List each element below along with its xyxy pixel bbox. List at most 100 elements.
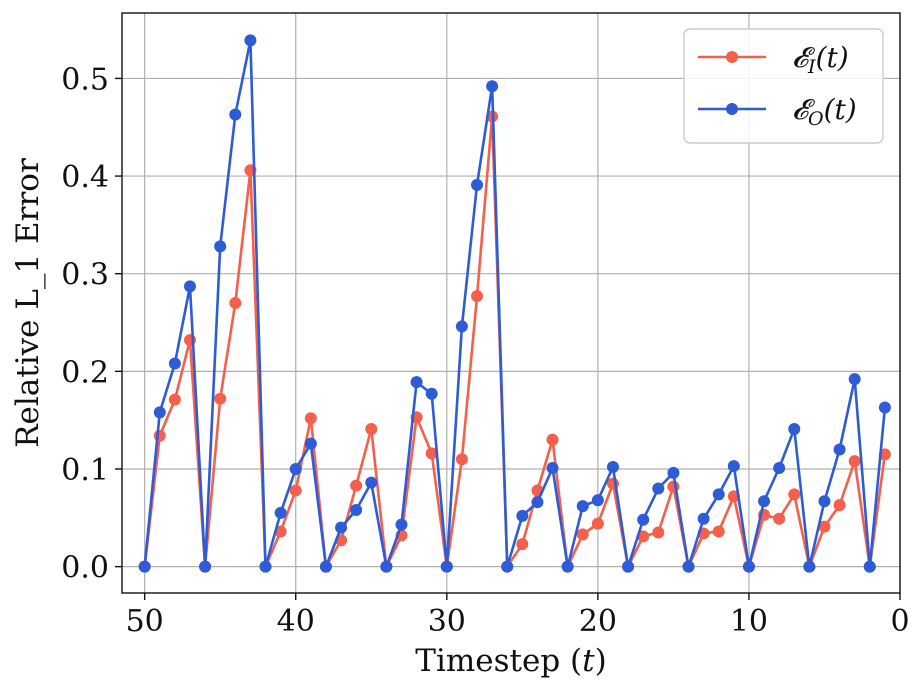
data-point bbox=[289, 462, 302, 475]
data-point bbox=[274, 506, 287, 519]
y-tick-label: 0.2 bbox=[61, 355, 109, 390]
data-point bbox=[199, 560, 212, 573]
data-point bbox=[471, 290, 484, 303]
data-point bbox=[516, 509, 529, 522]
data-point bbox=[350, 479, 363, 492]
data-point bbox=[712, 525, 725, 538]
data-point bbox=[788, 488, 801, 501]
data-point bbox=[335, 521, 348, 534]
y-axis-label: Relative L_1 Error bbox=[10, 158, 46, 448]
data-point bbox=[803, 560, 816, 573]
legend: 𝓔I(t) 𝓔O(t) bbox=[683, 28, 884, 144]
data-point bbox=[183, 280, 196, 293]
data-point bbox=[682, 560, 695, 573]
y-tick-label: 0.5 bbox=[61, 62, 109, 97]
data-point bbox=[848, 455, 861, 468]
data-point bbox=[591, 517, 604, 530]
data-point bbox=[531, 496, 544, 509]
legend-label: 𝓔O(t) bbox=[792, 93, 857, 130]
data-point bbox=[652, 482, 665, 495]
data-point bbox=[365, 422, 378, 435]
data-point bbox=[153, 406, 166, 419]
data-point bbox=[168, 357, 181, 370]
data-point bbox=[833, 499, 846, 512]
x-tick-label: 20 bbox=[579, 604, 617, 639]
data-point bbox=[501, 560, 514, 573]
data-point bbox=[365, 476, 378, 489]
data-point bbox=[863, 560, 876, 573]
data-point bbox=[561, 560, 574, 573]
data-point bbox=[833, 443, 846, 456]
data-point bbox=[591, 494, 604, 507]
data-point bbox=[818, 495, 831, 508]
data-point bbox=[471, 178, 484, 191]
data-point bbox=[576, 500, 589, 513]
data-point bbox=[425, 387, 438, 400]
y-tick-label: 0.0 bbox=[61, 551, 109, 586]
legend-marker bbox=[726, 51, 738, 63]
series-layer bbox=[138, 34, 891, 573]
data-point bbox=[168, 393, 181, 406]
x-tick-label: 40 bbox=[277, 604, 315, 639]
data-point bbox=[289, 484, 302, 497]
data-point bbox=[546, 462, 559, 475]
data-point bbox=[576, 528, 589, 541]
data-point bbox=[546, 433, 559, 446]
y-tick-label: 0.4 bbox=[61, 160, 109, 195]
data-point bbox=[440, 560, 453, 573]
data-point bbox=[350, 504, 363, 517]
data-point bbox=[455, 320, 468, 333]
data-point bbox=[516, 538, 529, 551]
data-point bbox=[727, 460, 740, 473]
data-point bbox=[229, 297, 242, 309]
data-point bbox=[773, 462, 786, 475]
data-point bbox=[712, 488, 725, 501]
data-point bbox=[606, 461, 619, 474]
data-point bbox=[818, 520, 831, 533]
data-point bbox=[742, 560, 755, 573]
series-line bbox=[143, 39, 887, 568]
series-1 bbox=[138, 110, 891, 573]
data-point bbox=[773, 512, 786, 525]
data-point bbox=[637, 513, 650, 526]
data-point bbox=[758, 495, 771, 508]
data-point bbox=[214, 392, 227, 405]
data-point bbox=[667, 466, 680, 479]
x-tick-label: 0 bbox=[890, 604, 909, 639]
data-point bbox=[878, 401, 891, 414]
data-point bbox=[138, 560, 151, 573]
data-point bbox=[153, 429, 166, 442]
data-point bbox=[637, 530, 650, 543]
data-point bbox=[697, 512, 710, 525]
data-point bbox=[304, 412, 317, 425]
x-tick-label: 50 bbox=[126, 604, 164, 639]
series-2 bbox=[138, 34, 891, 573]
data-point bbox=[455, 453, 468, 466]
plot-frame bbox=[121, 12, 901, 594]
data-point bbox=[788, 422, 801, 435]
x-tick-label: 10 bbox=[730, 604, 768, 639]
legend-marker bbox=[726, 103, 738, 115]
axis-ticks: 50 40 30 20 10 0 0.0 0.1 0.2 0.3 0.4 0.5 bbox=[61, 62, 909, 639]
data-point bbox=[425, 447, 438, 460]
legend-label: 𝓔I(t) bbox=[792, 41, 849, 78]
data-point bbox=[244, 34, 257, 47]
data-point bbox=[274, 525, 287, 538]
data-point bbox=[380, 560, 393, 573]
data-point bbox=[410, 376, 423, 389]
data-point bbox=[848, 373, 861, 386]
data-point bbox=[395, 518, 408, 531]
data-point bbox=[304, 437, 317, 450]
data-point bbox=[652, 526, 665, 539]
data-point bbox=[319, 560, 332, 573]
y-tick-label: 0.1 bbox=[61, 453, 109, 488]
x-tick-label: 30 bbox=[428, 604, 466, 639]
data-point bbox=[229, 108, 242, 121]
data-point bbox=[486, 80, 499, 93]
data-point bbox=[259, 560, 272, 573]
y-tick-label: 0.3 bbox=[61, 258, 109, 293]
x-axis-label: Timestep (t) bbox=[415, 643, 606, 679]
data-point bbox=[214, 240, 227, 253]
data-point bbox=[667, 480, 680, 493]
